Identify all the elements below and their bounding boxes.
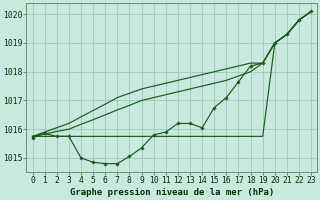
X-axis label: Graphe pression niveau de la mer (hPa): Graphe pression niveau de la mer (hPa) [70, 188, 274, 197]
